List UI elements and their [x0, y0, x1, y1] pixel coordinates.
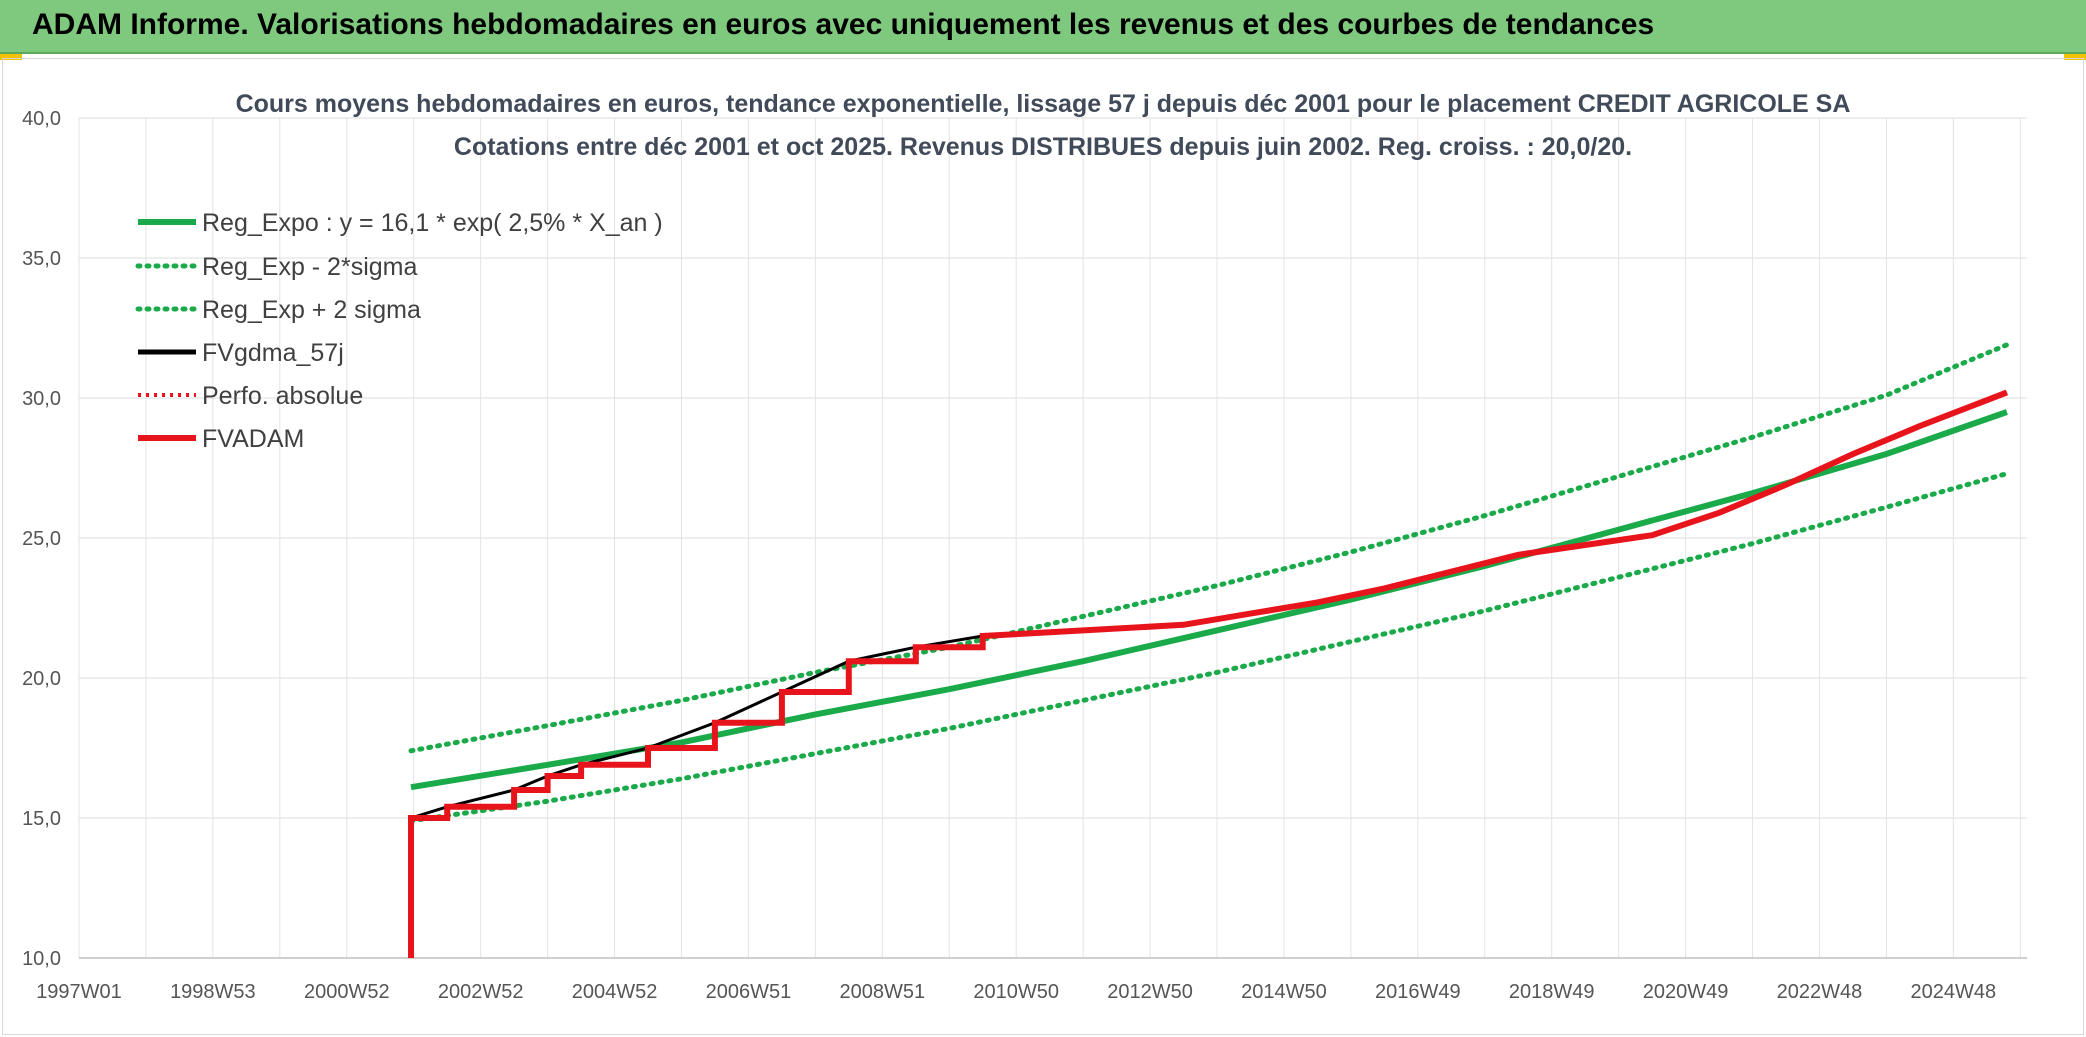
- legend-entry-reg-exp-plus: Reg_Exp + 2 sigma: [135, 296, 421, 324]
- series-layer: [408, 342, 2010, 958]
- legend-entry-perfo-absolue: Perfo. absolue: [138, 382, 363, 410]
- x-tick-label: 1997W01: [36, 981, 122, 1003]
- x-tick-label: 2002W52: [438, 981, 524, 1003]
- legend-label-fvadam: FVADAM: [202, 425, 304, 453]
- y-tick-label: 25,0: [22, 528, 61, 550]
- y-tick-label: 20,0: [22, 668, 61, 690]
- series-reg-exp-minus-2sigma: [408, 471, 2010, 824]
- corner-marker-left: [0, 54, 22, 60]
- y-tick-label: 40,0: [22, 108, 61, 130]
- report-header: ADAM Informe. Valorisations hebdomadaire…: [0, 0, 2086, 54]
- x-tick-label: 2010W50: [973, 981, 1059, 1003]
- x-axis-tick-labels: 1997W01 1998W53 2000W52 2002W52 2004W52 2006W…: [36, 981, 1996, 1003]
- x-tick-label: 2020W49: [1643, 981, 1729, 1003]
- series-fvadam: [408, 389, 2008, 958]
- gridlines: [78, 117, 2027, 959]
- x-tick-label: 2012W50: [1107, 981, 1193, 1003]
- y-tick-label: 15,0: [22, 808, 61, 830]
- legend-label-reg-exp-plus: Reg_Exp + 2 sigma: [202, 296, 421, 324]
- x-tick-label: 2022W48: [1777, 981, 1863, 1003]
- report-title: ADAM Informe. Valorisations hebdomadaire…: [32, 8, 1655, 41]
- y-tick-label: 30,0: [22, 388, 61, 410]
- legend-entry-reg-expo: Reg_Expo : y = 16,1 * exp( 2,5% * X_an ): [138, 209, 663, 237]
- y-axis-tick-labels: 10,0 15,0 20,0 25,0 30,0 35,0 40,0: [22, 108, 61, 970]
- y-tick-label: 35,0: [22, 248, 61, 270]
- legend-entry-fvgdma: FVgdma_57j: [138, 339, 344, 367]
- x-tick-label: 2008W51: [839, 981, 925, 1003]
- legend: Reg_Expo : y = 16,1 * exp( 2,5% * X_an )…: [135, 209, 663, 453]
- x-tick-label: 2006W51: [706, 981, 792, 1003]
- y-tick-label: 10,0: [22, 948, 61, 970]
- legend-label-fvgdma: FVgdma_57j: [202, 339, 344, 367]
- legend-label-reg-expo: Reg_Expo : y = 16,1 * exp( 2,5% * X_an ): [202, 209, 663, 237]
- x-tick-label: 2016W49: [1375, 981, 1461, 1003]
- legend-label-reg-exp-minus: Reg_Exp - 2*sigma: [202, 253, 417, 281]
- legend-entry-reg-exp-minus: Reg_Exp - 2*sigma: [135, 253, 417, 281]
- x-tick-label: 2018W49: [1509, 981, 1595, 1003]
- x-tick-label: 1998W53: [170, 981, 256, 1003]
- chart-subtitle: Cotations entre déc 2001 et oct 2025. Re…: [454, 133, 1632, 161]
- x-tick-label: 2014W50: [1241, 981, 1327, 1003]
- chart-frame: [2, 58, 2084, 1035]
- series-reg-expo: [410, 409, 2008, 791]
- legend-entry-fvadam: FVADAM: [138, 425, 304, 453]
- x-tick-label: 2004W52: [572, 981, 658, 1003]
- x-tick-label: 2024W48: [1911, 981, 1997, 1003]
- legend-label-perfo-absolue: Perfo. absolue: [202, 382, 363, 410]
- chart-title: Cours moyens hebdomadaires en euros, ten…: [236, 90, 1851, 118]
- x-tick-label: 2000W52: [304, 981, 390, 1003]
- series-reg-exp-plus-2sigma: [408, 342, 2010, 754]
- corner-marker-right: [2064, 54, 2086, 60]
